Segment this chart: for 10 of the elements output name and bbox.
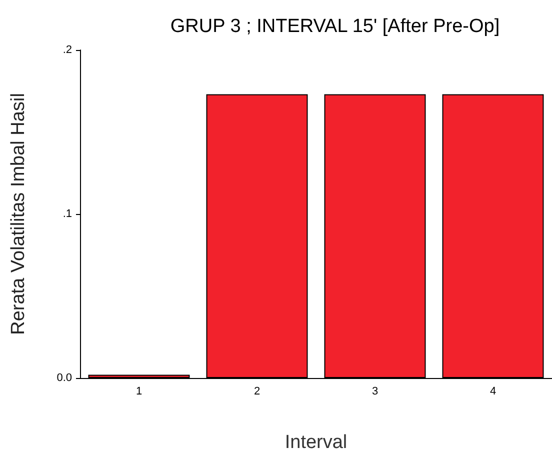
y-tick-label: .1 [62,208,72,220]
y-axis-title: Rerata Volatilitas Imbal Hasil [8,93,29,335]
x-axis-title: Interval [284,432,348,453]
x-tick-label: 4 [490,386,496,398]
y-tick-label: .2 [62,44,72,56]
x-tick-label: 3 [372,386,378,398]
x-tick-label: 2 [254,386,260,398]
y-tick-label: 0.0 [56,372,72,384]
x-tick-label: 1 [136,386,142,398]
chart-title: GRUP 3 ; INTERVAL 15' [After Pre-Op] [170,16,500,37]
